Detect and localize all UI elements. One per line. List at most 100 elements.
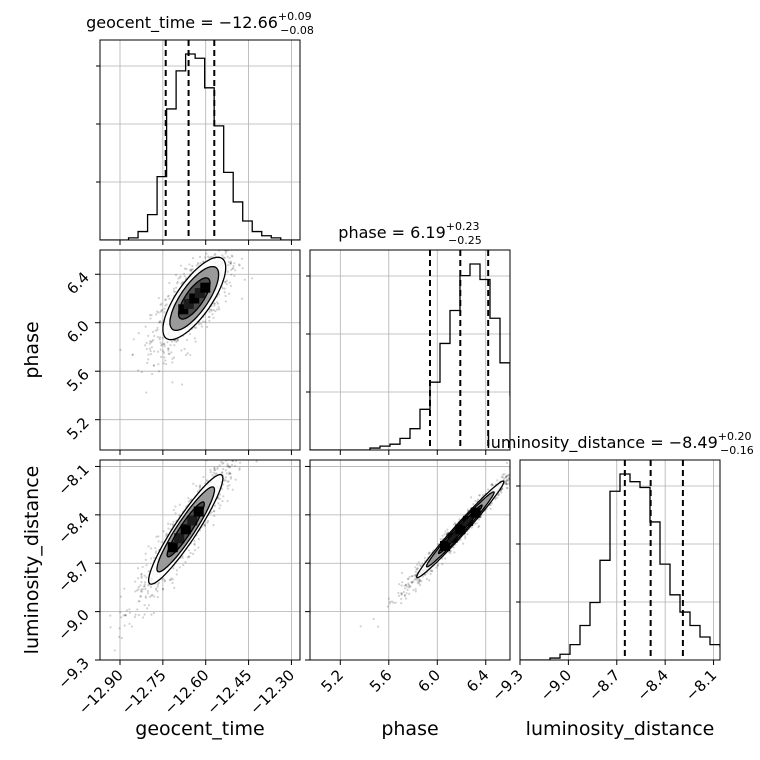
scatter-point	[208, 315, 211, 318]
scatter-point	[428, 551, 431, 554]
scatter-point	[187, 500, 190, 503]
scatter-point	[224, 476, 227, 479]
scatter-point	[410, 580, 413, 584]
scatter-point	[237, 223, 239, 225]
scatter-point	[224, 469, 227, 472]
scatter-point	[229, 475, 233, 479]
scatter-point	[137, 613, 141, 617]
histogram-bar	[390, 444, 400, 450]
scatter-point	[206, 521, 209, 524]
scatter-point	[400, 571, 404, 575]
contour-line	[425, 491, 495, 568]
scatter-point	[157, 535, 160, 538]
contour-line	[147, 473, 224, 585]
scatter-point	[142, 585, 146, 588]
scatter-point	[229, 260, 233, 263]
scatter-point	[227, 466, 230, 469]
scatter-point	[241, 457, 243, 459]
scatter-point	[514, 471, 516, 473]
scatter-point	[193, 542, 196, 545]
scatter-point	[188, 269, 192, 272]
scatter-point	[510, 473, 512, 475]
scatter-point	[139, 584, 142, 587]
scatter-point	[449, 550, 452, 553]
scatter-point	[410, 575, 414, 578]
scatter-point	[521, 466, 523, 468]
scatter-point	[516, 462, 518, 464]
scatter-point	[414, 587, 417, 591]
scatter-point	[172, 567, 175, 570]
scatter-point	[140, 573, 143, 576]
contour-line	[177, 277, 211, 320]
scatter-point	[197, 263, 200, 266]
scatter-point	[212, 236, 214, 238]
scatter-point	[414, 590, 417, 593]
histogram-bar	[700, 637, 710, 660]
scatter-point	[500, 488, 503, 491]
scatter-point	[140, 572, 143, 576]
scatter-point	[416, 580, 420, 583]
scatter-point	[118, 627, 121, 630]
scatter-point	[225, 279, 229, 282]
scatter-point	[173, 586, 176, 589]
scatter-point	[359, 625, 362, 628]
scatter-point	[213, 302, 216, 305]
scatter-point	[213, 304, 216, 307]
scatter-point	[229, 244, 231, 246]
scatter-point	[213, 254, 216, 257]
scatter-point	[207, 315, 210, 319]
density-cell	[178, 304, 189, 315]
scatter-point	[232, 455, 234, 457]
scatter-point	[388, 602, 391, 605]
scatter-point	[154, 550, 158, 553]
scatter-point	[238, 264, 241, 267]
scatter-point	[163, 343, 166, 346]
scatter-point	[223, 242, 225, 244]
scatter-point	[429, 572, 432, 576]
scatter-point	[221, 462, 224, 465]
scatter-point	[211, 474, 214, 477]
scatter-point	[481, 493, 484, 496]
contour-line	[169, 265, 220, 332]
scatter-point	[139, 595, 142, 598]
scatter-point	[406, 588, 409, 591]
scatter-point	[507, 482, 510, 485]
histogram-bar	[400, 438, 410, 450]
scatter-point	[163, 345, 166, 348]
scatter-point	[194, 340, 197, 343]
scatter-point	[170, 351, 173, 354]
scatter-point	[401, 581, 404, 584]
scatter-point	[505, 482, 508, 486]
scatter-point	[172, 520, 175, 523]
panel-frame	[99, 459, 301, 661]
scatter-point	[220, 487, 224, 490]
x-axis-label: luminosity_distance	[526, 718, 715, 740]
scatter-point	[188, 263, 191, 266]
scatter-point	[407, 583, 410, 587]
scatter-point	[186, 352, 189, 355]
scatter-point	[403, 584, 406, 587]
scatter-point	[146, 589, 150, 593]
scatter-point	[222, 256, 225, 259]
scatter-point	[490, 483, 493, 487]
scatter-point	[221, 499, 224, 503]
scatter-point	[466, 533, 469, 536]
title-sup: +0.23	[446, 220, 480, 233]
scatter-point	[212, 316, 215, 319]
density-cell	[455, 524, 466, 535]
scatter-point	[150, 340, 154, 343]
scatter-point	[149, 585, 153, 588]
scatter-point	[447, 550, 450, 554]
scatter-point	[250, 444, 252, 446]
scatter-point	[449, 552, 452, 555]
scatter-point	[227, 245, 229, 247]
scatter-point	[218, 507, 221, 510]
scatter-point	[234, 460, 238, 463]
scatter-point	[489, 507, 492, 510]
scatter-point	[473, 522, 477, 525]
scatter-point	[162, 530, 165, 533]
scatter-point	[221, 287, 224, 290]
scatter-point	[210, 309, 213, 312]
scatter-point	[418, 582, 421, 585]
scatter-point	[168, 281, 171, 285]
